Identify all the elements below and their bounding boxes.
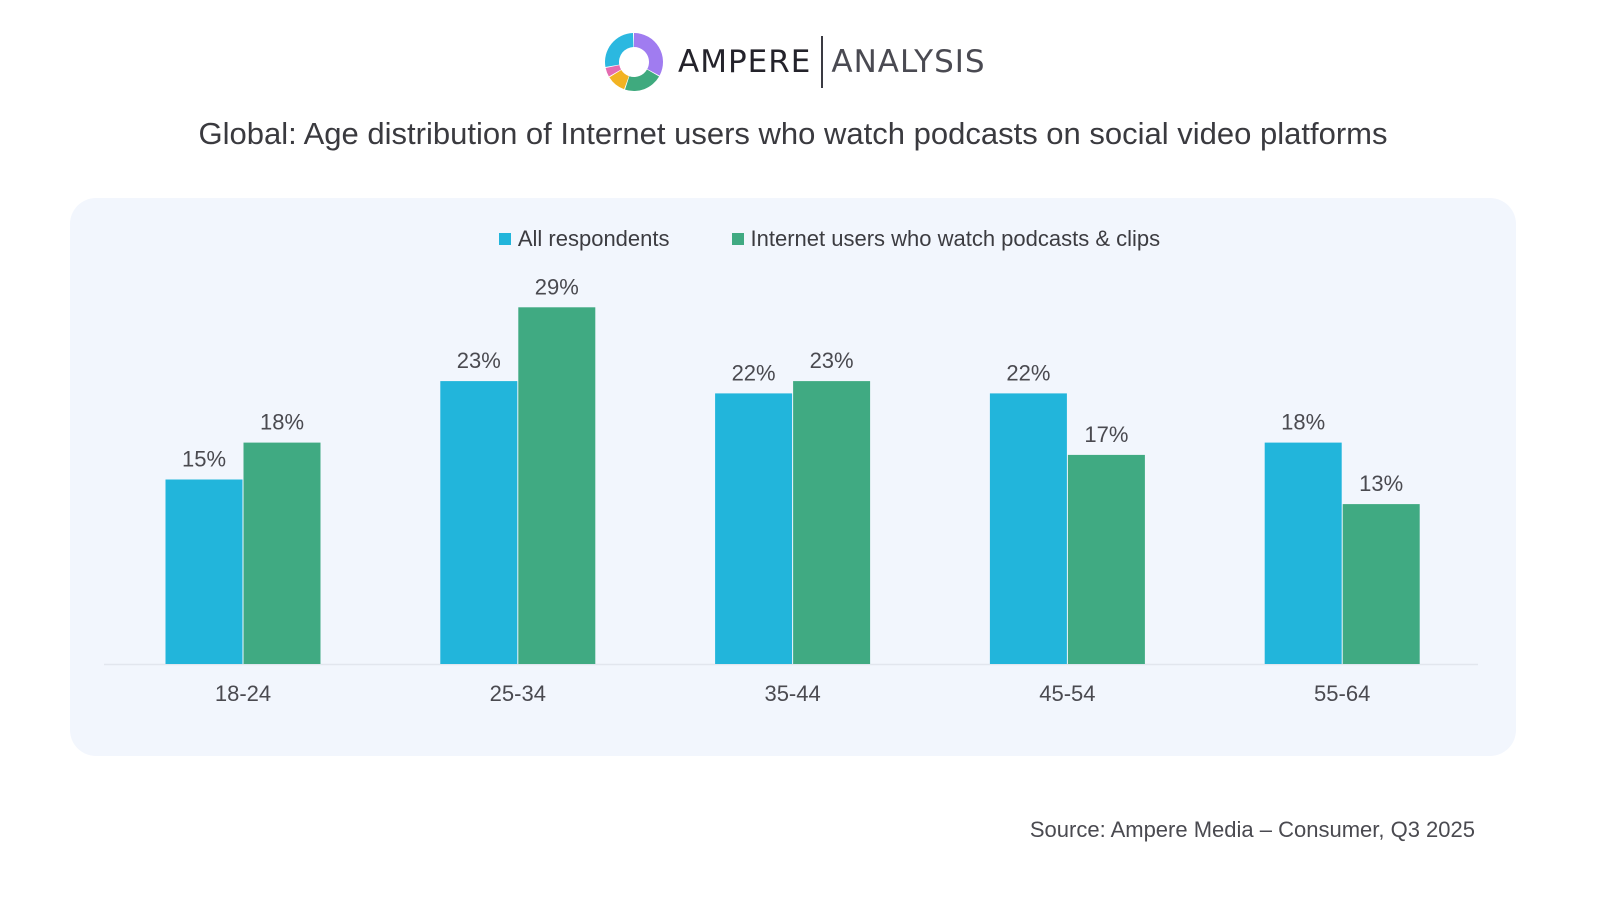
logo-ring-segment [605, 33, 634, 68]
source-note: Source: Ampere Media – Consumer, Q3 2025 [1029, 817, 1475, 842]
brand-name-secondary: ANALYSIS [831, 44, 986, 80]
chart-legend: All respondents Internet users who watch… [0, 226, 1586, 252]
donut-ring-logo-icon [605, 33, 663, 91]
legend-swatch-podcast-watchers [731, 233, 744, 245]
brand-divider [821, 36, 824, 88]
chart-panel [70, 198, 1516, 756]
legend-item-all-respondents[interactable]: All respondents [498, 226, 670, 252]
logo-ring-segment [625, 69, 660, 91]
chart-title: Global: Age distribution of Internet use… [198, 116, 1388, 151]
legend-swatch-all-respondents [498, 233, 511, 245]
logo-ring-segment [605, 65, 622, 77]
legend-item-podcast-watchers[interactable]: Internet users who watch podcasts & clip… [731, 226, 1161, 252]
brand-logo: AMPERE ANALYSIS [604, 32, 986, 92]
brand-name-primary: AMPERE [678, 44, 812, 80]
logo-ring-segment [609, 69, 629, 90]
logo-ring-segment [634, 33, 663, 76]
legend-label-all-respondents: All respondents [517, 226, 670, 251]
legend-label-podcast-watchers: Internet users who watch podcasts & clip… [750, 226, 1161, 251]
